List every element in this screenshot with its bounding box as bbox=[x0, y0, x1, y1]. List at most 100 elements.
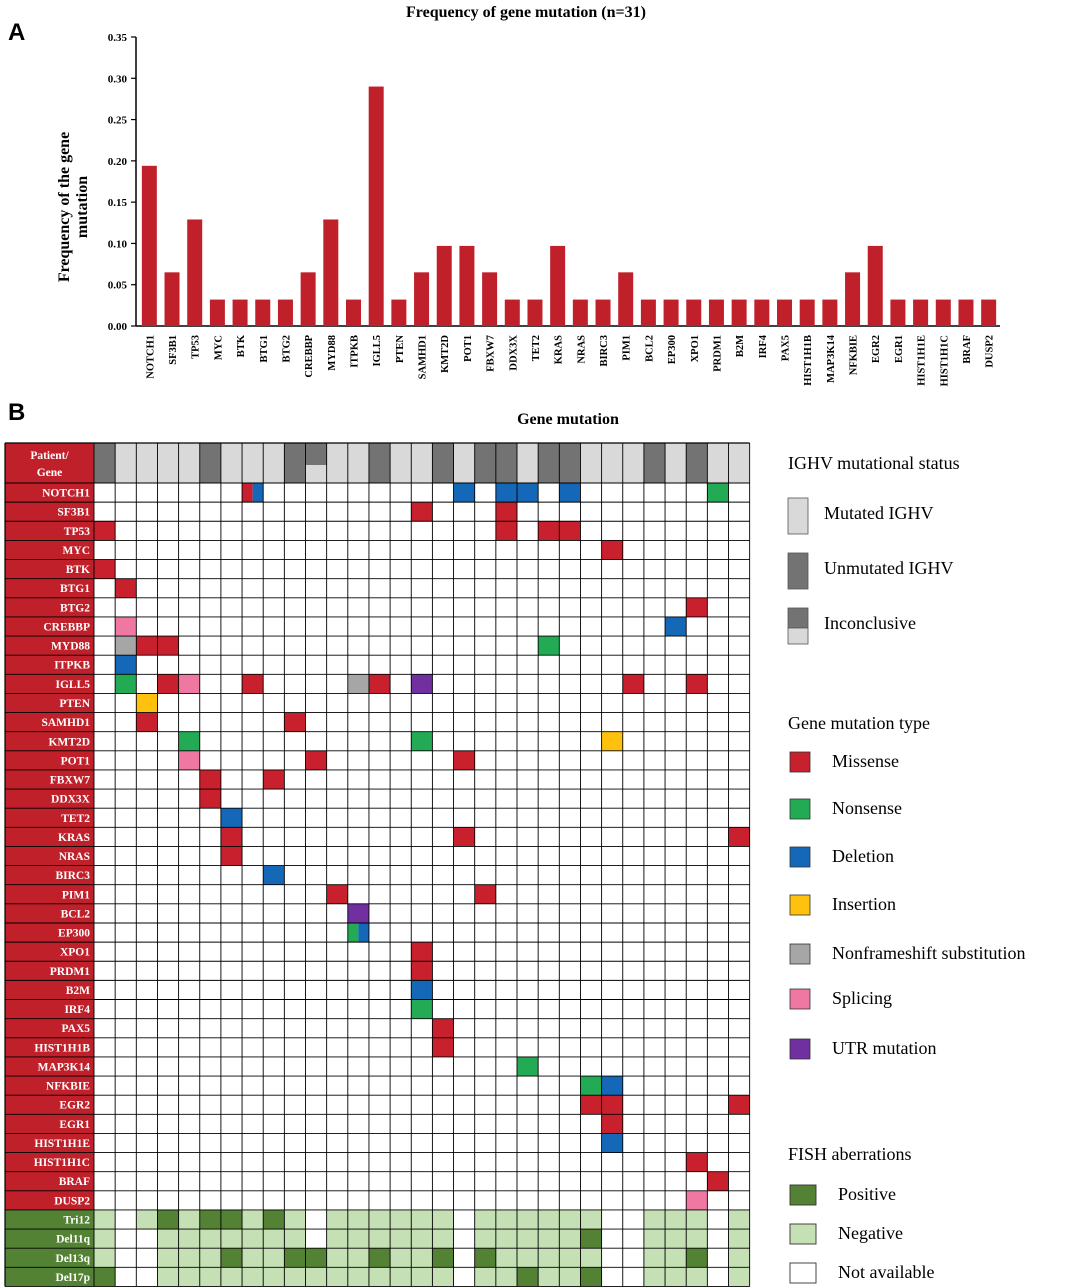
gene-row-label-bg bbox=[5, 750, 94, 770]
mutation-cell-xpo1 bbox=[411, 942, 433, 962]
fish-cell-del11q bbox=[643, 1229, 666, 1249]
fish-cell-del11q bbox=[495, 1229, 517, 1249]
x-tick-label: B2M bbox=[735, 335, 746, 357]
mutation-cell-tp53 bbox=[559, 521, 581, 541]
gene-row-label-bg bbox=[5, 540, 94, 560]
ighv-status-cell bbox=[517, 443, 539, 483]
fish-cell-del13q bbox=[157, 1248, 179, 1268]
bar-hist1h1c bbox=[935, 299, 951, 326]
bar-itpkb bbox=[346, 299, 361, 326]
bar-map3k14 bbox=[822, 299, 838, 326]
bar-igll5 bbox=[368, 86, 384, 327]
fish-cell-del17p bbox=[411, 1267, 433, 1287]
mutation-cell-btk bbox=[94, 559, 116, 579]
gene-row-label-bg bbox=[5, 1114, 94, 1134]
fish-cell-del11q bbox=[157, 1229, 179, 1249]
y-tick-label: 0.35 bbox=[108, 32, 128, 44]
mutation-cell-hist1h1b bbox=[432, 1037, 454, 1057]
mutation-cell-egr1 bbox=[601, 1114, 623, 1134]
x-tick-label: MYD88 bbox=[327, 335, 338, 371]
mutation-cell-kmt2d bbox=[411, 731, 433, 751]
mutation-heatmap-panel-b: B Gene mutation Patient/Gene NOTCH1 SF3B1 T… bbox=[4, 400, 1025, 1287]
mutation-cell-itpkb bbox=[115, 655, 137, 675]
legend-swatch-mutated_ighv bbox=[787, 497, 809, 535]
gene-row-label-bg bbox=[5, 1076, 94, 1096]
mutation-cell-samhd1 bbox=[284, 712, 306, 732]
fish-cell-del11q bbox=[242, 1229, 264, 1249]
mutation-cell-crebbp bbox=[115, 616, 137, 637]
gene-row-label-bg bbox=[5, 655, 94, 675]
x-tick-label: NOTCH1 bbox=[145, 335, 156, 379]
x-tick-label: HIST1H1B bbox=[803, 335, 814, 386]
mutation-cell-ep300 bbox=[358, 922, 369, 943]
gene-row-label-bg bbox=[5, 846, 94, 866]
fish-cell-tri12 bbox=[94, 1209, 116, 1230]
mutation-cell-pot1 bbox=[453, 750, 475, 770]
ighv-status-cell bbox=[495, 443, 517, 483]
gene-row-label: BCL2 bbox=[61, 908, 91, 920]
x-tick-label: NRAS bbox=[576, 335, 587, 364]
x-tick-label: XPO1 bbox=[690, 335, 701, 362]
fish-cell-tri12 bbox=[347, 1209, 369, 1230]
gene-row-label: KRAS bbox=[58, 832, 90, 844]
x-tick-label: ITPKB bbox=[350, 335, 361, 368]
fish-cell-del13q bbox=[665, 1248, 687, 1268]
mutation-cell-egr2 bbox=[728, 1095, 750, 1115]
fish-cell-del17p bbox=[390, 1267, 412, 1287]
bar-sf3b1 bbox=[164, 272, 180, 326]
gene-row-label: IRF4 bbox=[64, 1004, 90, 1016]
bar-birc3 bbox=[595, 299, 611, 326]
mutation-cell-b2m bbox=[411, 980, 433, 1000]
fish-row-label: Del13q bbox=[56, 1253, 91, 1265]
fish-cell-del13q bbox=[178, 1248, 200, 1268]
gene-row-label-bg bbox=[5, 1037, 94, 1057]
legend-swatch-nonframeshift_substitution bbox=[789, 943, 811, 965]
fish-cell-del13q bbox=[432, 1248, 454, 1268]
bar-btg2 bbox=[277, 299, 293, 326]
fish-row-label-bg bbox=[5, 1248, 94, 1268]
mutation-cell-btg1 bbox=[115, 578, 137, 598]
ighv-status-cell bbox=[643, 443, 666, 483]
fish-cell-tri12 bbox=[474, 1209, 496, 1230]
gene-row-label: POT1 bbox=[61, 755, 91, 767]
fish-cell-del17p bbox=[368, 1267, 391, 1287]
fish-cell-del17p bbox=[665, 1267, 687, 1287]
gene-row-label-bg bbox=[5, 769, 94, 790]
fish-cell-tri12 bbox=[326, 1209, 348, 1230]
fish-cell-tri12 bbox=[220, 1209, 243, 1230]
x-tick-label: TP53 bbox=[191, 335, 202, 359]
gene-row-label: HIST1H1C bbox=[34, 1157, 90, 1169]
bar-btk bbox=[232, 299, 248, 326]
fish-cell-tri12 bbox=[432, 1209, 454, 1230]
fish-cell-tri12 bbox=[136, 1209, 158, 1230]
gene-row-label: IGLL5 bbox=[55, 679, 90, 691]
fish-cell-del17p bbox=[284, 1267, 306, 1287]
fish-row-label: Tri12 bbox=[63, 1215, 90, 1227]
ighv-status-cell bbox=[136, 443, 158, 483]
fish-cell-del11q bbox=[390, 1229, 412, 1249]
mutation-cell-notch1 bbox=[559, 483, 581, 503]
fish-cell-del11q bbox=[580, 1229, 602, 1249]
legend-label-inconclusive: Inconclusive bbox=[824, 613, 916, 633]
x-tick-label: HIST1H1E bbox=[917, 335, 928, 386]
fish-cell-del17p bbox=[199, 1267, 221, 1287]
mutation-cell-myd88 bbox=[136, 636, 158, 656]
gene-row-label-bg bbox=[5, 502, 94, 522]
ighv-status-cell bbox=[94, 443, 116, 483]
fish-cell-tri12 bbox=[263, 1209, 285, 1230]
gene-row-label: B2M bbox=[66, 985, 90, 997]
y-tick-label: 0.20 bbox=[108, 156, 128, 168]
legend-label-missense: Missense bbox=[832, 751, 899, 771]
mutation-cell-kmt2d bbox=[601, 731, 623, 751]
x-tick-label: KMT2D bbox=[440, 335, 451, 373]
fish-cell-del11q bbox=[284, 1229, 306, 1249]
legend-swatch-nonsense bbox=[789, 798, 811, 820]
gene-row-label-bg bbox=[5, 578, 94, 598]
gene-row-label: SF3B1 bbox=[57, 507, 90, 519]
bar-nras bbox=[572, 299, 588, 326]
mutation-cell-hist1h1e bbox=[601, 1133, 623, 1153]
ighv-status-cell bbox=[665, 443, 687, 483]
gene-row-label-bg bbox=[5, 903, 94, 923]
fish-cell-tri12 bbox=[411, 1209, 433, 1230]
fish-row-label-bg bbox=[5, 1229, 94, 1249]
